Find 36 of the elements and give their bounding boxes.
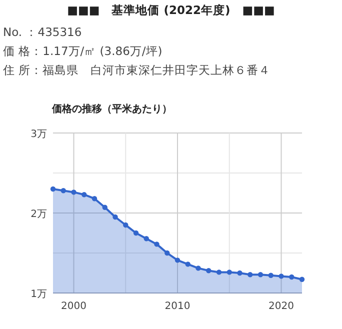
x-tick-label: 2010 (164, 301, 190, 312)
y-tick-label: 3万 (30, 129, 47, 140)
point (268, 272, 274, 278)
point (82, 192, 87, 198)
x-tick-label: 2020 (268, 301, 294, 312)
text: 住 所：福島県 白河市東深仁井田字天上林６番４ (2, 63, 271, 77)
chart-title: ■■■ 基準地価 (2022年度) ■■■ (67, 3, 275, 17)
point (278, 274, 284, 279)
text: 価 格：1.17万/㎡ (3.86万/坪) (3, 44, 162, 58)
point (154, 242, 160, 247)
point (299, 276, 305, 282)
y-tick-label: 1万 (30, 289, 47, 300)
point (112, 214, 118, 220)
point (206, 268, 212, 274)
point (60, 188, 66, 194)
point (196, 266, 201, 271)
point (50, 186, 56, 192)
point (133, 230, 139, 236)
y-tick-label: 2万 (30, 209, 47, 220)
point (185, 262, 190, 267)
point (174, 258, 180, 263)
point (123, 222, 128, 228)
point (248, 272, 253, 278)
text: No. ：435316 (3, 25, 82, 39)
point (144, 236, 149, 242)
point (71, 190, 76, 195)
chart-subtitle: 価格の推移（平米あたり） (51, 103, 172, 115)
point (289, 274, 294, 280)
point (216, 270, 222, 275)
point (226, 270, 232, 275)
x-tick-label: 2000 (61, 301, 86, 312)
point (92, 196, 98, 202)
point (237, 270, 242, 276)
point (164, 250, 170, 256)
point (102, 204, 108, 210)
point (258, 272, 264, 278)
